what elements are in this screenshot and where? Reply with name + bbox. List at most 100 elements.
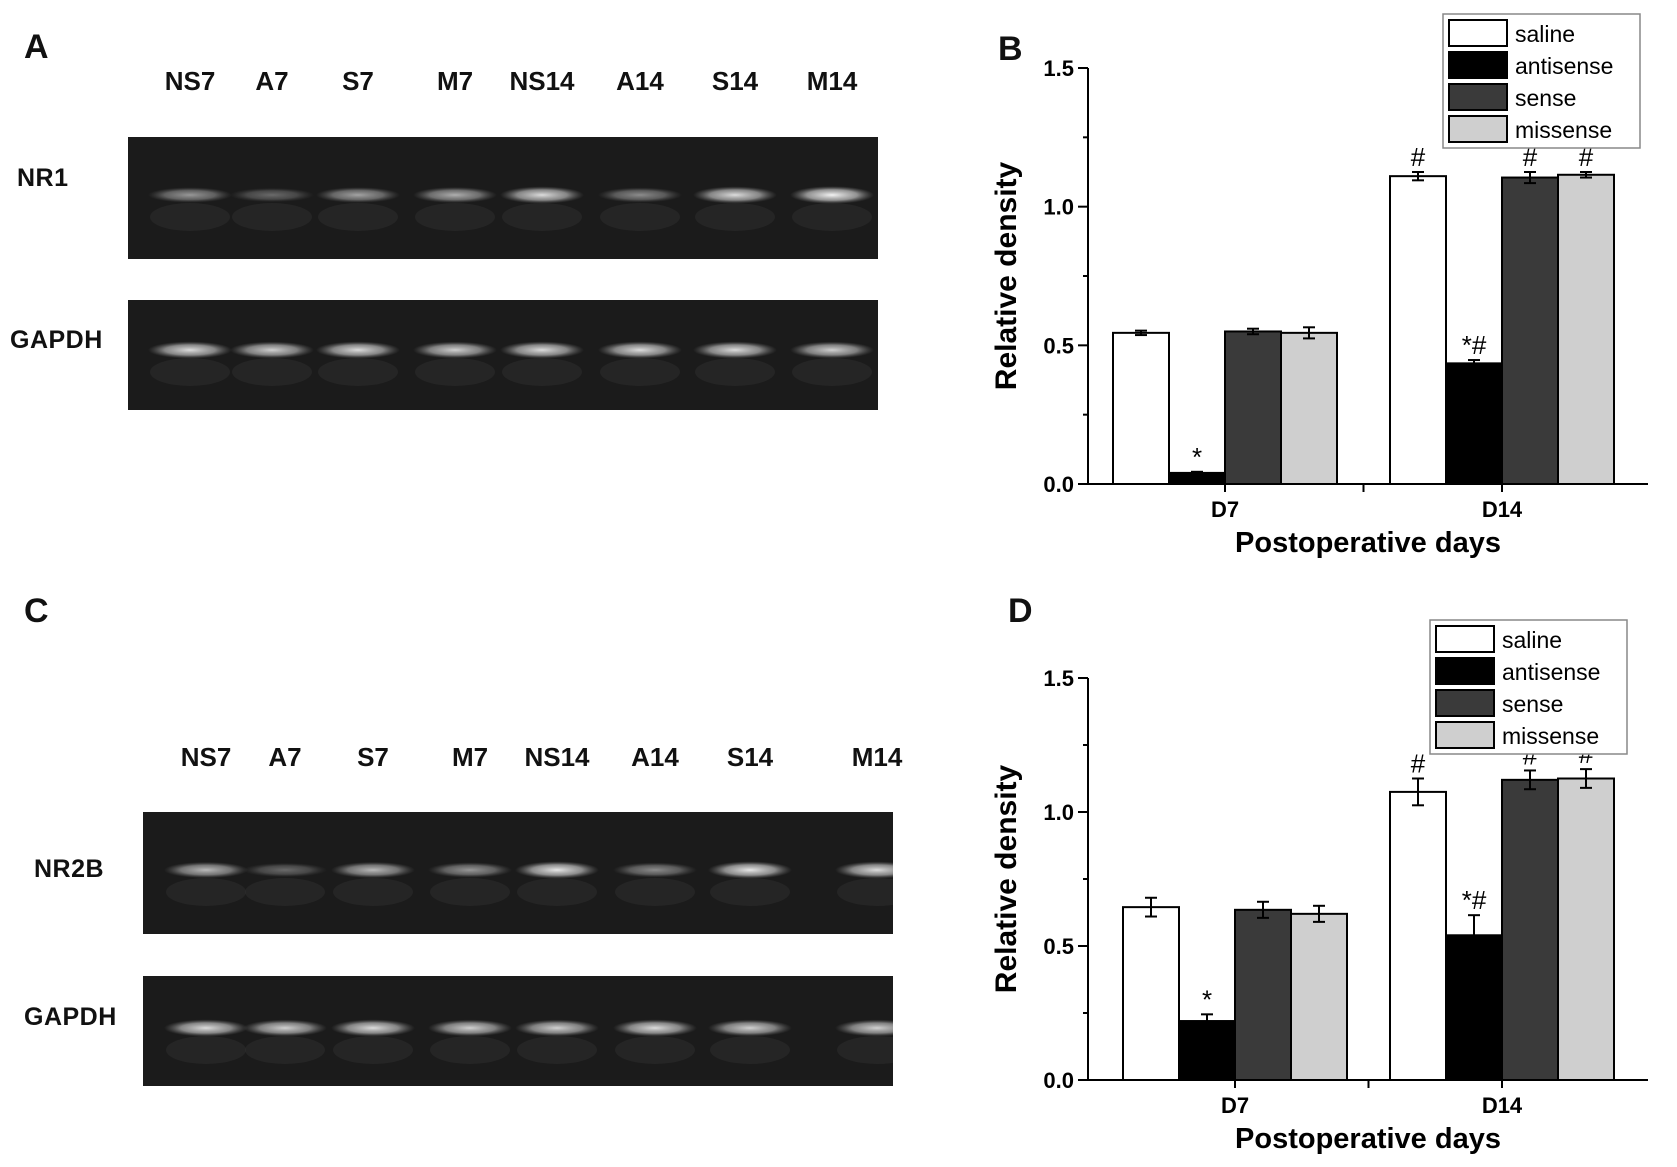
gel-band <box>331 861 415 879</box>
bar-missense-d14 <box>1557 173 1615 485</box>
x-category-label: D7 <box>1211 497 1239 522</box>
bar-saline-d7 <box>1122 906 1180 1082</box>
gel-image <box>128 300 878 410</box>
legend-label-saline: saline <box>1502 627 1562 653</box>
gel-smear <box>600 358 680 386</box>
gel-band <box>515 861 599 879</box>
bar-antisense-d7 <box>1178 1020 1236 1081</box>
y-tick-label: 0.5 <box>1043 333 1074 358</box>
gel-band <box>500 341 584 359</box>
gel-smear <box>695 358 775 386</box>
gel-smear <box>333 1036 413 1064</box>
gel-band <box>613 862 697 878</box>
gel-band <box>835 861 893 879</box>
gel-smear <box>615 1036 695 1064</box>
gel-smear <box>792 358 872 386</box>
gel-band <box>243 1019 327 1037</box>
lane-label-a7: A7 <box>268 742 302 772</box>
legend-label-missense: missense <box>1515 117 1612 143</box>
gel-smear <box>415 203 495 231</box>
gel-band <box>598 341 682 359</box>
chart-b: 0.0 0.5 1.0 1.5 D7 D14 Postoperative days Relat… <box>990 13 1648 559</box>
significance-marker: * <box>1202 984 1212 1014</box>
significance-marker: # <box>1523 142 1538 172</box>
gel-row-label-nr1: NR1 <box>17 164 69 192</box>
gel-smear <box>430 878 510 906</box>
gel-smear <box>232 358 312 386</box>
gel-smear <box>150 203 230 231</box>
gel-image <box>143 976 893 1086</box>
lane-label-m14: M14 <box>806 66 858 96</box>
significance-marker: # <box>1411 749 1426 779</box>
significance-marker: # <box>1579 142 1594 172</box>
x-category-label: D7 <box>1221 1093 1249 1118</box>
legend-swatch-sense <box>1435 689 1495 717</box>
gel-band <box>428 862 512 878</box>
gel-band <box>515 1019 599 1037</box>
chart-d: 0.0 0.5 1.0 1.5 D7 D14 Postoperative days Relat… <box>990 619 1648 1155</box>
gel-smear <box>318 358 398 386</box>
legend-label-saline: saline <box>1515 21 1575 47</box>
bar-sense-d7 <box>1234 908 1292 1081</box>
gel-band <box>230 341 314 359</box>
gel-smear <box>837 878 893 906</box>
bar-missense-d14 <box>1557 777 1615 1081</box>
legend-swatch-missense <box>1435 721 1495 749</box>
y-tick-label: 0.0 <box>1043 472 1074 497</box>
x-axis-label: Postoperative days <box>1235 1123 1501 1155</box>
gel-row-label-nr2b: NR2B <box>34 855 105 883</box>
gel-band <box>613 1019 697 1037</box>
lane-label-m7: M7 <box>451 742 489 772</box>
gel-band <box>790 341 874 359</box>
lane-label-s14: S14 <box>726 742 774 772</box>
legend-label-antisense: antisense <box>1515 53 1613 79</box>
gel-band <box>598 187 682 203</box>
gel-smear <box>333 878 413 906</box>
gel-band <box>316 341 400 359</box>
lane-label-s7: S7 <box>342 66 374 96</box>
gel-band <box>148 187 232 203</box>
lane-label-s7: S7 <box>357 742 389 772</box>
legend-swatch-antisense <box>1435 657 1495 685</box>
gel-band <box>790 186 874 204</box>
legend: saline antisense sense missense <box>1442 13 1641 149</box>
gel-smear <box>615 878 695 906</box>
legend-swatch-sense <box>1448 83 1508 111</box>
lane-label-ns14: NS14 <box>524 742 590 772</box>
y-tick-label: 0.0 <box>1043 1068 1074 1093</box>
gel-row-label-gapdh-a: GAPDH <box>10 326 103 354</box>
lane-label-ns7: NS7 <box>180 742 232 772</box>
panel-letter-c: C <box>24 592 49 630</box>
x-category-label: D14 <box>1482 1093 1523 1118</box>
gel-strip-nr1 <box>128 137 878 259</box>
gel-smear <box>318 203 398 231</box>
lane-label-a7: A7 <box>255 66 289 96</box>
gel-smear <box>245 1036 325 1064</box>
gel-smear <box>710 1036 790 1064</box>
lane-label-m14: M14 <box>851 742 903 772</box>
y-axis-label: Relative density <box>990 764 1023 993</box>
gel-smear <box>837 1036 893 1064</box>
y-tick-label: 1.5 <box>1043 666 1074 691</box>
bar-sense-d7 <box>1224 330 1282 486</box>
bar-sense-d14 <box>1501 778 1559 1082</box>
bar-antisense-d14 <box>1445 362 1503 485</box>
gel-band <box>413 187 497 203</box>
gel-band <box>164 861 248 879</box>
gel-band <box>708 1019 792 1037</box>
significance-marker: # <box>1411 142 1426 172</box>
gel-band <box>243 862 327 878</box>
gel-strip-gapdh-c <box>143 976 893 1086</box>
legend-label-missense: missense <box>1502 723 1599 749</box>
significance-marker: *# <box>1462 330 1487 360</box>
legend-swatch-missense <box>1448 115 1508 143</box>
y-tick-label: 1.5 <box>1043 56 1074 81</box>
gel-image <box>128 137 878 259</box>
bar-saline-d14 <box>1389 175 1447 485</box>
gel-band <box>693 186 777 204</box>
gel-band <box>230 187 314 203</box>
significance-marker: * <box>1192 442 1202 472</box>
lane-label-a14: A14 <box>616 66 664 96</box>
gel-smear <box>517 878 597 906</box>
bar-antisense-d14 <box>1445 934 1503 1082</box>
